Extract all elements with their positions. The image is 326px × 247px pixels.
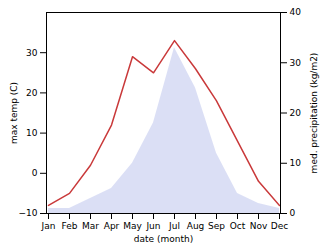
svg-text:Oct: Oct (230, 221, 246, 231)
svg-text:Jul: Jul (168, 221, 180, 231)
svg-text:Jun: Jun (145, 221, 160, 231)
svg-text:max temp (C): max temp (C) (9, 82, 19, 144)
svg-text:Sep: Sep (208, 221, 225, 231)
svg-text:Mar: Mar (82, 221, 99, 231)
svg-text:40: 40 (290, 7, 302, 17)
svg-text:Apr: Apr (104, 221, 120, 231)
svg-text:10: 10 (26, 128, 38, 138)
svg-text:Jan: Jan (41, 221, 56, 231)
svg-text:20: 20 (26, 88, 38, 98)
svg-text:10: 10 (290, 158, 302, 168)
svg-text:Nov: Nov (250, 221, 268, 231)
svg-text:20: 20 (290, 108, 302, 118)
svg-text:30: 30 (290, 58, 302, 68)
svg-text:Aug: Aug (187, 221, 205, 231)
svg-text:Dec: Dec (271, 221, 288, 231)
svg-text:0: 0 (290, 208, 296, 218)
svg-text:med. precipitation (kg/m2): med. precipitation (kg/m2) (309, 53, 319, 174)
svg-text:May: May (123, 221, 142, 231)
svg-text:30: 30 (26, 48, 38, 58)
svg-text:0: 0 (32, 168, 38, 178)
svg-text:Feb: Feb (62, 221, 78, 231)
svg-text:date (month): date (month) (134, 234, 193, 244)
svg-text:−10: −10 (19, 208, 38, 218)
